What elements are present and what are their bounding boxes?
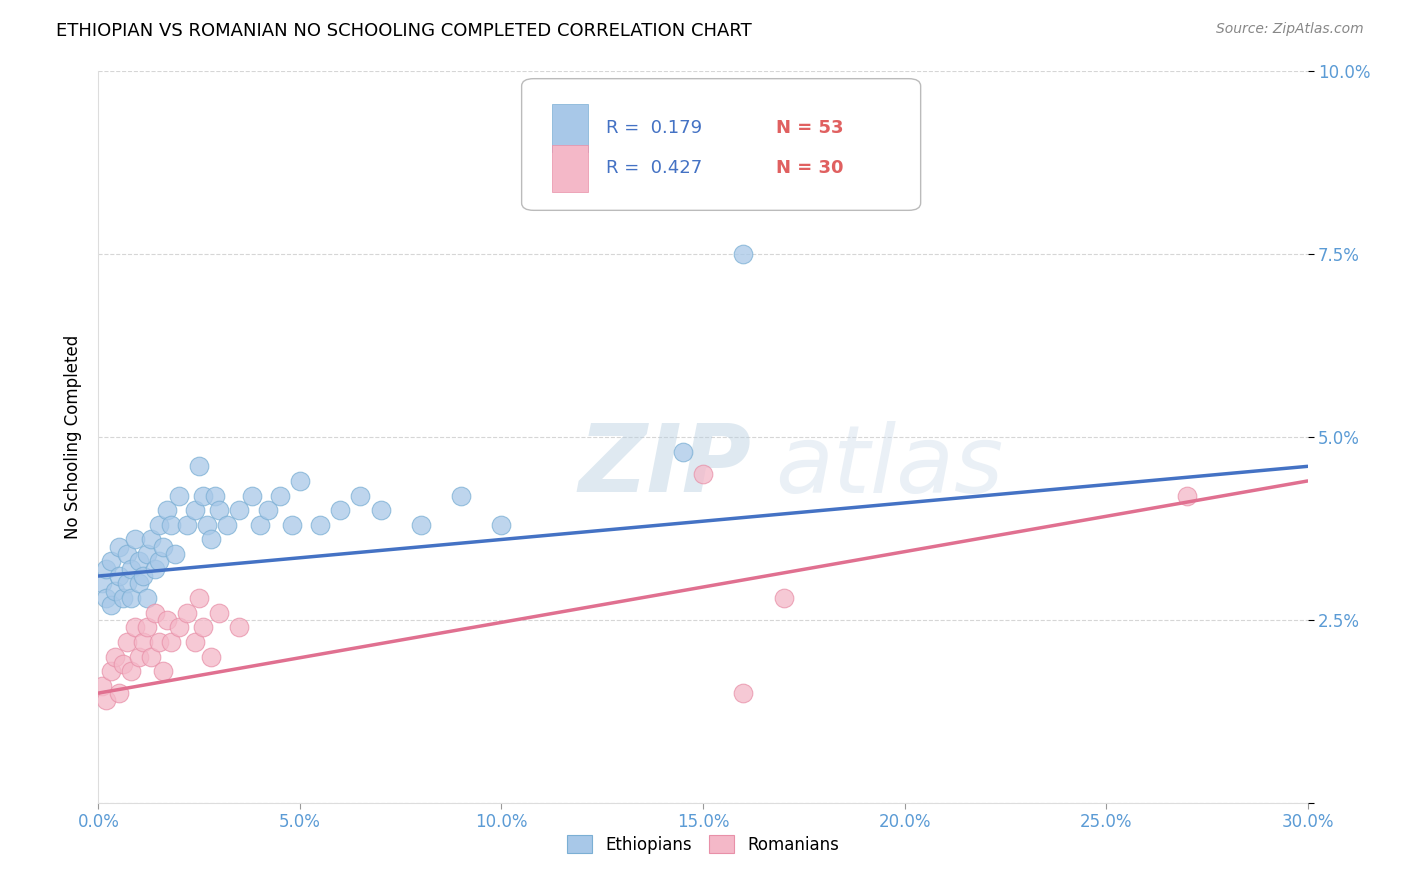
- Point: [184, 635, 207, 649]
- Point: [184, 503, 207, 517]
- Point: [107, 569, 129, 583]
- Point: [135, 620, 157, 634]
- Point: [309, 517, 332, 532]
- Point: [193, 620, 215, 634]
- FancyBboxPatch shape: [551, 104, 588, 152]
- Text: Source: ZipAtlas.com: Source: ZipAtlas.com: [1216, 22, 1364, 37]
- Point: [208, 503, 231, 517]
- Point: [103, 649, 125, 664]
- Point: [160, 635, 183, 649]
- Point: [96, 562, 118, 576]
- Point: [200, 649, 222, 664]
- Point: [132, 569, 155, 583]
- Point: [148, 517, 170, 532]
- Text: ZIP: ZIP: [578, 420, 751, 512]
- Point: [772, 591, 794, 605]
- Text: ETHIOPIAN VS ROMANIAN NO SCHOOLING COMPLETED CORRELATION CHART: ETHIOPIAN VS ROMANIAN NO SCHOOLING COMPL…: [56, 22, 752, 40]
- Point: [120, 562, 142, 576]
- Point: [124, 620, 146, 634]
- Point: [269, 489, 291, 503]
- Point: [156, 613, 179, 627]
- Point: [349, 489, 371, 503]
- Point: [256, 503, 278, 517]
- Point: [188, 459, 211, 474]
- Point: [120, 591, 142, 605]
- Y-axis label: No Schooling Completed: No Schooling Completed: [65, 335, 83, 539]
- Point: [167, 620, 190, 634]
- Legend: Ethiopians, Romanians: Ethiopians, Romanians: [561, 829, 845, 860]
- Point: [96, 591, 118, 605]
- Point: [111, 591, 134, 605]
- Point: [96, 693, 118, 707]
- Text: R =  0.427: R = 0.427: [606, 160, 703, 178]
- Point: [193, 489, 215, 503]
- Point: [208, 606, 231, 620]
- Point: [107, 540, 129, 554]
- Point: [148, 635, 170, 649]
- FancyBboxPatch shape: [551, 145, 588, 192]
- Point: [139, 533, 162, 547]
- Point: [115, 547, 138, 561]
- Point: [733, 686, 755, 700]
- Point: [217, 517, 239, 532]
- Point: [204, 489, 226, 503]
- Point: [409, 517, 432, 532]
- Point: [228, 503, 250, 517]
- Point: [281, 517, 304, 532]
- Point: [120, 664, 142, 678]
- Point: [124, 533, 146, 547]
- FancyBboxPatch shape: [522, 78, 921, 211]
- Point: [450, 489, 472, 503]
- Point: [692, 467, 714, 481]
- Point: [288, 474, 311, 488]
- Point: [176, 517, 198, 532]
- Point: [128, 649, 150, 664]
- Point: [152, 664, 174, 678]
- Point: [156, 503, 179, 517]
- Point: [249, 517, 271, 532]
- Point: [103, 583, 125, 598]
- Text: atlas: atlas: [776, 421, 1004, 512]
- Point: [143, 562, 166, 576]
- Point: [370, 503, 392, 517]
- Point: [135, 547, 157, 561]
- Point: [672, 444, 695, 458]
- Point: [111, 657, 134, 671]
- Point: [128, 576, 150, 591]
- Text: N = 30: N = 30: [776, 160, 844, 178]
- Point: [100, 664, 122, 678]
- Point: [163, 547, 186, 561]
- Point: [100, 599, 122, 613]
- Point: [240, 489, 263, 503]
- Point: [91, 576, 114, 591]
- Point: [228, 620, 250, 634]
- Point: [176, 606, 198, 620]
- Point: [128, 554, 150, 568]
- Point: [195, 517, 218, 532]
- Point: [733, 247, 755, 261]
- Point: [491, 517, 513, 532]
- Point: [139, 649, 162, 664]
- Point: [143, 606, 166, 620]
- Text: N = 53: N = 53: [776, 119, 844, 137]
- Point: [152, 540, 174, 554]
- Point: [100, 554, 122, 568]
- Point: [135, 591, 157, 605]
- Point: [167, 489, 190, 503]
- Point: [115, 635, 138, 649]
- Point: [160, 517, 183, 532]
- Point: [148, 554, 170, 568]
- Point: [91, 679, 114, 693]
- Point: [115, 576, 138, 591]
- Point: [200, 533, 222, 547]
- Point: [188, 591, 211, 605]
- Point: [329, 503, 352, 517]
- Text: R =  0.179: R = 0.179: [606, 119, 703, 137]
- Point: [132, 635, 155, 649]
- Point: [107, 686, 129, 700]
- Point: [1175, 489, 1198, 503]
